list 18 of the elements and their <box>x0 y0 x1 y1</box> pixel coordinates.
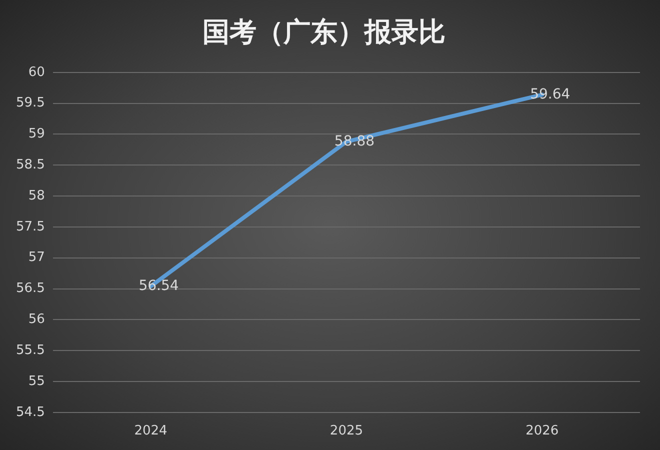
data-label: 59.64 <box>530 86 570 102</box>
y-tick-label: 55.5 <box>16 342 45 358</box>
y-tick-label: 56.5 <box>16 281 45 296</box>
chart-title: 国考（广东）报录比 <box>202 17 446 48</box>
x-tick-label: 2026 <box>526 424 559 439</box>
y-tick-label: 60 <box>28 64 45 80</box>
y-tick-label: 57 <box>28 250 45 266</box>
y-tick-label: 56 <box>28 312 45 328</box>
y-tick-label: 59.5 <box>16 96 45 111</box>
x-tick-label: 2024 <box>134 424 168 439</box>
y-tick-label: 59 <box>28 126 45 142</box>
y-tick-label: 58 <box>28 188 45 204</box>
x-tick-label: 2025 <box>330 424 364 439</box>
y-tick-label: 55 <box>28 374 45 389</box>
y-tick-label: 58.5 <box>16 158 45 172</box>
y-tick-label: 54.5 <box>16 404 45 420</box>
data-label: 56.54 <box>138 278 179 294</box>
y-tick-label: 57.5 <box>16 219 45 234</box>
